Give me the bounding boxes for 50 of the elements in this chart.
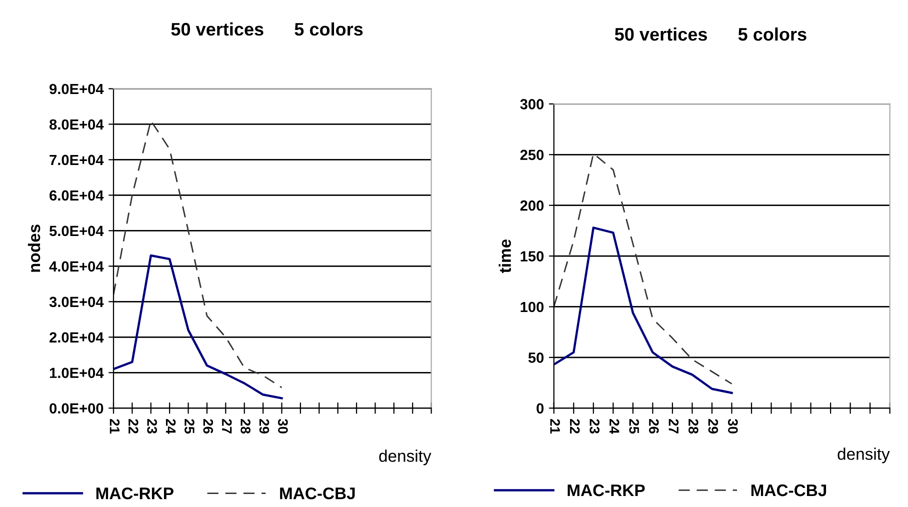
line-series	[114, 120, 282, 388]
y-tick-label: 9.0E+04	[50, 84, 104, 94]
x-tick-label: 23	[147, 419, 157, 434]
chart-title: 50 vertices 5 colors	[614, 27, 806, 41]
y-axis-title: time	[498, 239, 511, 273]
x-axis-title: density	[838, 448, 890, 464]
y-tick-label: 50	[528, 352, 544, 363]
y-tick-label: 8.0E+04	[50, 119, 104, 130]
x-tick-label: 26	[203, 419, 214, 434]
y-tick-label: 2.0E+04	[50, 332, 104, 343]
chart-title: 50 vertices 5 colors	[171, 22, 363, 36]
line-series	[114, 254, 283, 400]
x-tick-label: 22	[128, 419, 138, 434]
y-axis-title: nodes	[28, 224, 40, 272]
x-tick-label: 27	[222, 419, 232, 434]
x-tick-label: 30	[278, 418, 288, 434]
x-tick-label: 25	[184, 419, 194, 434]
y-tick-label: 1.0E+04	[50, 368, 104, 378]
x-tick-label: 21	[550, 419, 560, 434]
y-tick-label: 6.0E+04	[50, 190, 104, 201]
x-axis-title: density	[379, 450, 432, 466]
x-tick-label: 29	[708, 419, 718, 434]
y-tick-label: 100	[520, 302, 544, 312]
x-tick-label: 24	[610, 419, 620, 434]
legend-label: MAC-RKP	[96, 487, 174, 500]
legend-label: MAC-CBJ	[751, 484, 826, 496]
y-tick-label: 200	[520, 200, 544, 211]
y-tick-label: 0	[536, 403, 544, 414]
line-series	[554, 226, 733, 394]
y-tick-label: 3.0E+04	[49, 296, 104, 308]
x-tick-label: 21	[110, 419, 120, 434]
y-tick-label: 300	[520, 99, 544, 110]
legend-label: MAC-CBJ	[280, 487, 355, 500]
x-tick-label: 24	[166, 419, 176, 434]
y-tick-label: 250	[520, 150, 544, 160]
y-tick-label: 7.0E+04	[50, 154, 104, 166]
x-tick-label: 26	[648, 419, 659, 434]
x-tick-label: 30	[728, 418, 738, 434]
x-tick-label: 23	[590, 419, 600, 434]
x-tick-label: 28	[240, 419, 250, 434]
x-tick-label: 29	[259, 419, 270, 434]
y-tick-label: 5.0E+04	[49, 226, 104, 236]
y-tick-label: 150	[520, 251, 544, 262]
y-tick-label: 4.0E+04	[49, 261, 104, 272]
x-tick-label: 22	[570, 419, 580, 434]
x-tick-label: 28	[688, 419, 698, 434]
legend-label: MAC-RKP	[568, 484, 645, 496]
x-tick-label: 25	[629, 419, 640, 434]
y-tick-label: 0.0E+00	[50, 403, 104, 414]
x-tick-label: 27	[668, 419, 679, 434]
